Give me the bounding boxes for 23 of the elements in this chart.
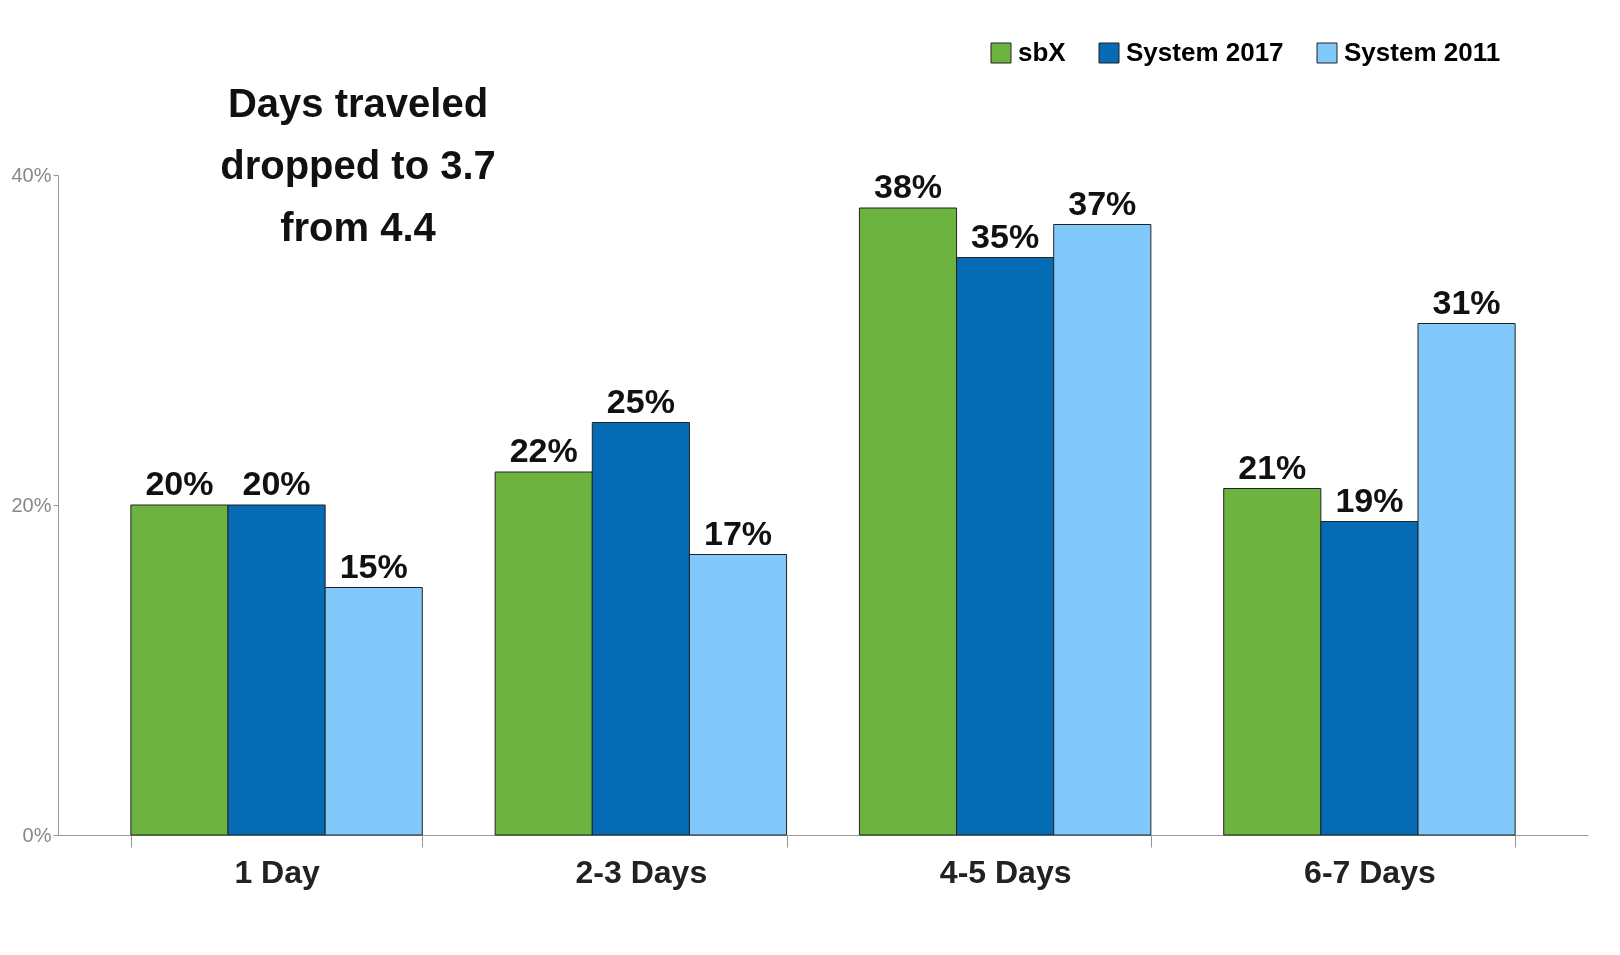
data-label: 31%: [1432, 282, 1501, 321]
data-label: 20%: [242, 464, 311, 502]
x-tick-label: 6-7 Days: [1304, 853, 1436, 890]
data-label: 22%: [509, 431, 578, 469]
data-label: 25%: [606, 381, 675, 420]
legend-label: System 2017: [1126, 37, 1284, 67]
x-tick-label: 1 Day: [234, 853, 320, 890]
legend-label: sbX: [1018, 37, 1067, 67]
x-tick-label: 4-5 Days: [939, 853, 1072, 890]
data-label: 37%: [1068, 183, 1137, 222]
data-label: 20%: [145, 464, 214, 502]
data-label: 17%: [703, 513, 773, 552]
y-tick-label: 20%: [11, 493, 52, 516]
data-label: 21%: [1238, 447, 1307, 486]
y-tick-label: 40%: [11, 163, 52, 186]
data-label: 38%: [873, 167, 943, 205]
annotation: Days traveled dropped to 3.7 from 4.4: [220, 81, 496, 249]
y-tick-label: 0%: [22, 823, 52, 846]
x-tick-label: 2-3 Days: [575, 853, 708, 890]
data-label: 15%: [339, 546, 408, 585]
data-label: 19%: [1335, 480, 1404, 519]
data-label: 35%: [971, 216, 1040, 255]
legend-label: System 2011: [1344, 37, 1501, 67]
